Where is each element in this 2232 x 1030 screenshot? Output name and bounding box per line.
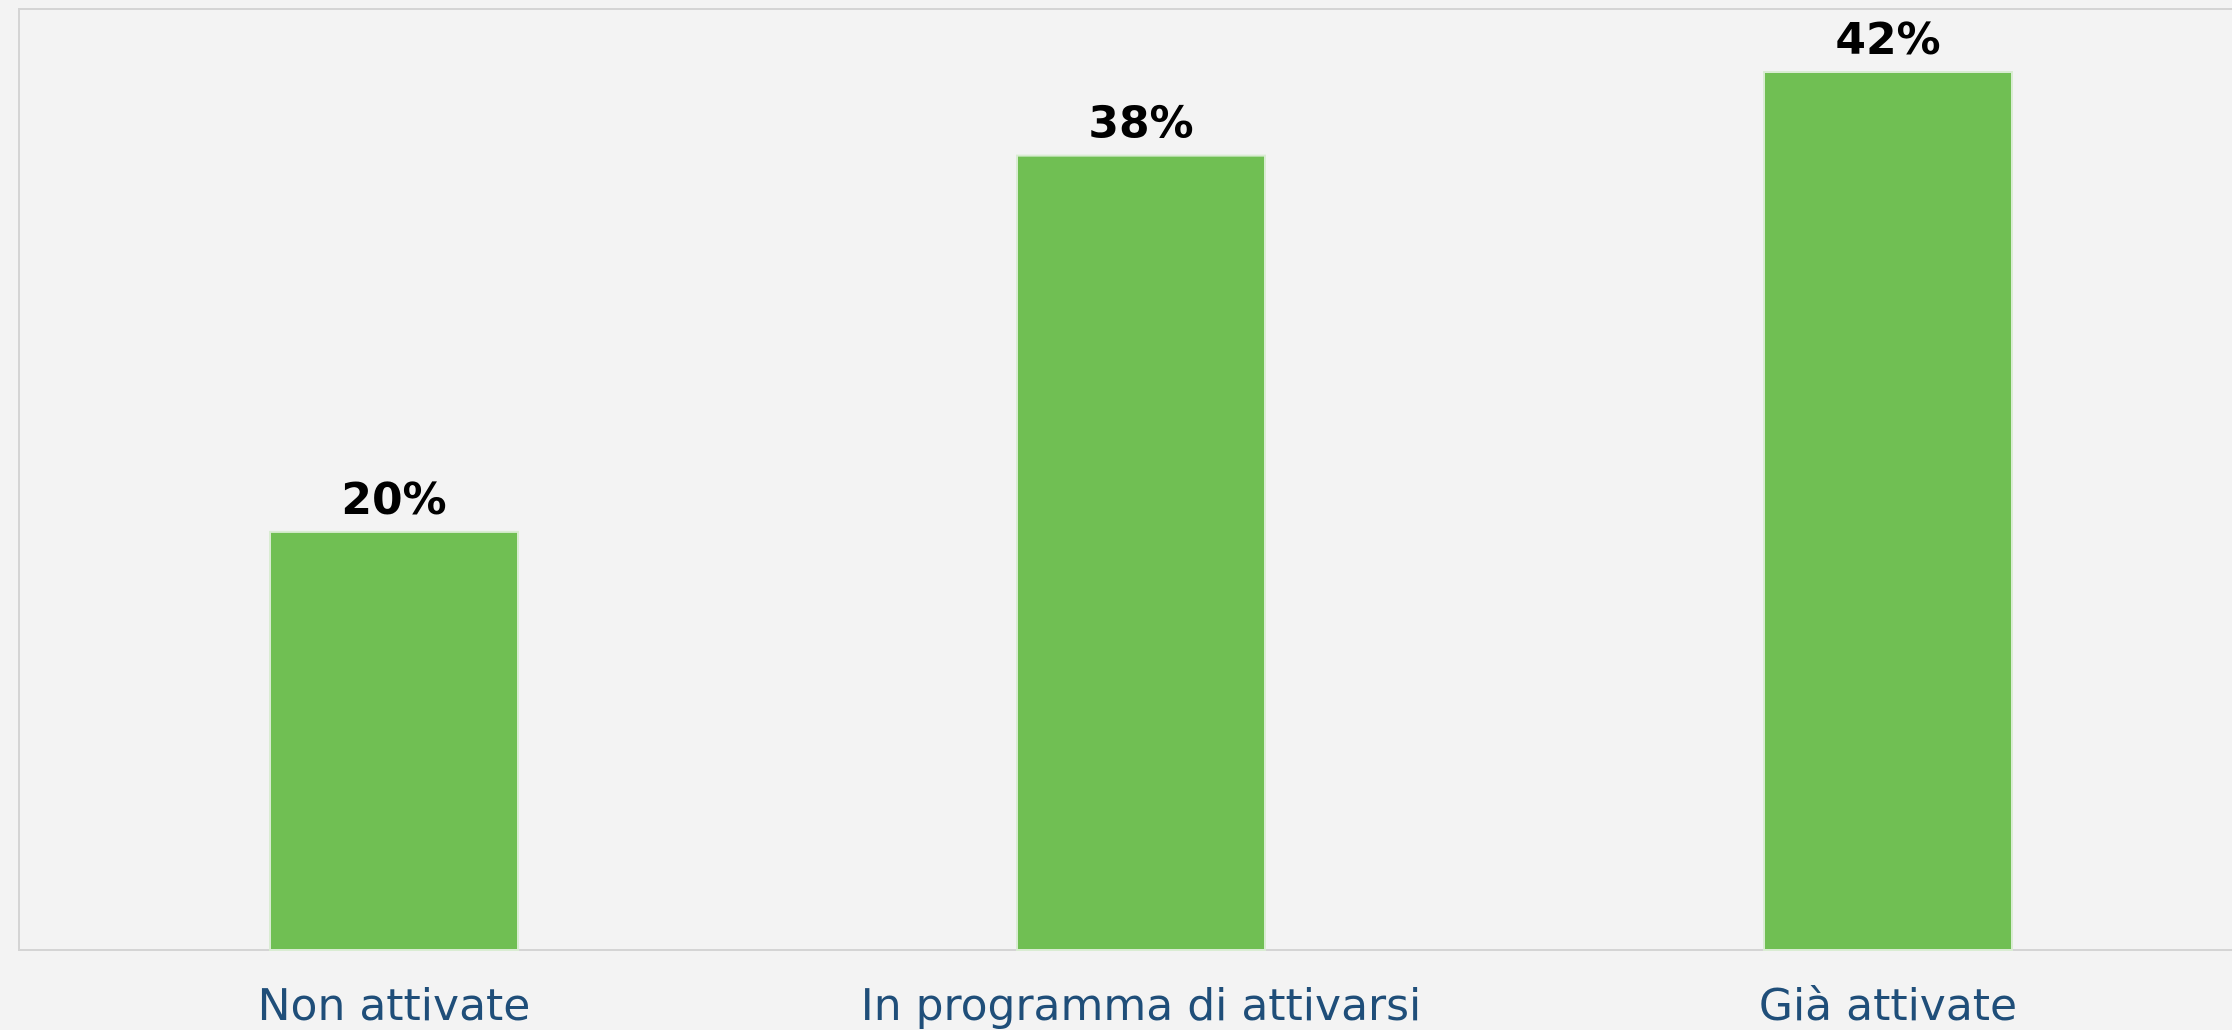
bar-value-label: 42% [1835, 14, 1940, 65]
bar [1016, 154, 1266, 952]
x-tick-label: Già attivate [1759, 980, 2017, 1030]
bars-layer [269, 71, 2013, 952]
bar-value-label: 38% [1088, 98, 1193, 149]
x-axis-tick-labels: Non attivate In programma di attivarsi Già… [258, 980, 2018, 1030]
value-labels-layer: 20% 38% 42% [341, 14, 1940, 525]
bar [269, 530, 519, 952]
x-tick-label: Non attivate [258, 980, 531, 1030]
x-tick-label: In programma di attivarsi [861, 980, 1422, 1030]
bar [1763, 71, 2013, 951]
bar-value-label: 20% [341, 474, 446, 525]
